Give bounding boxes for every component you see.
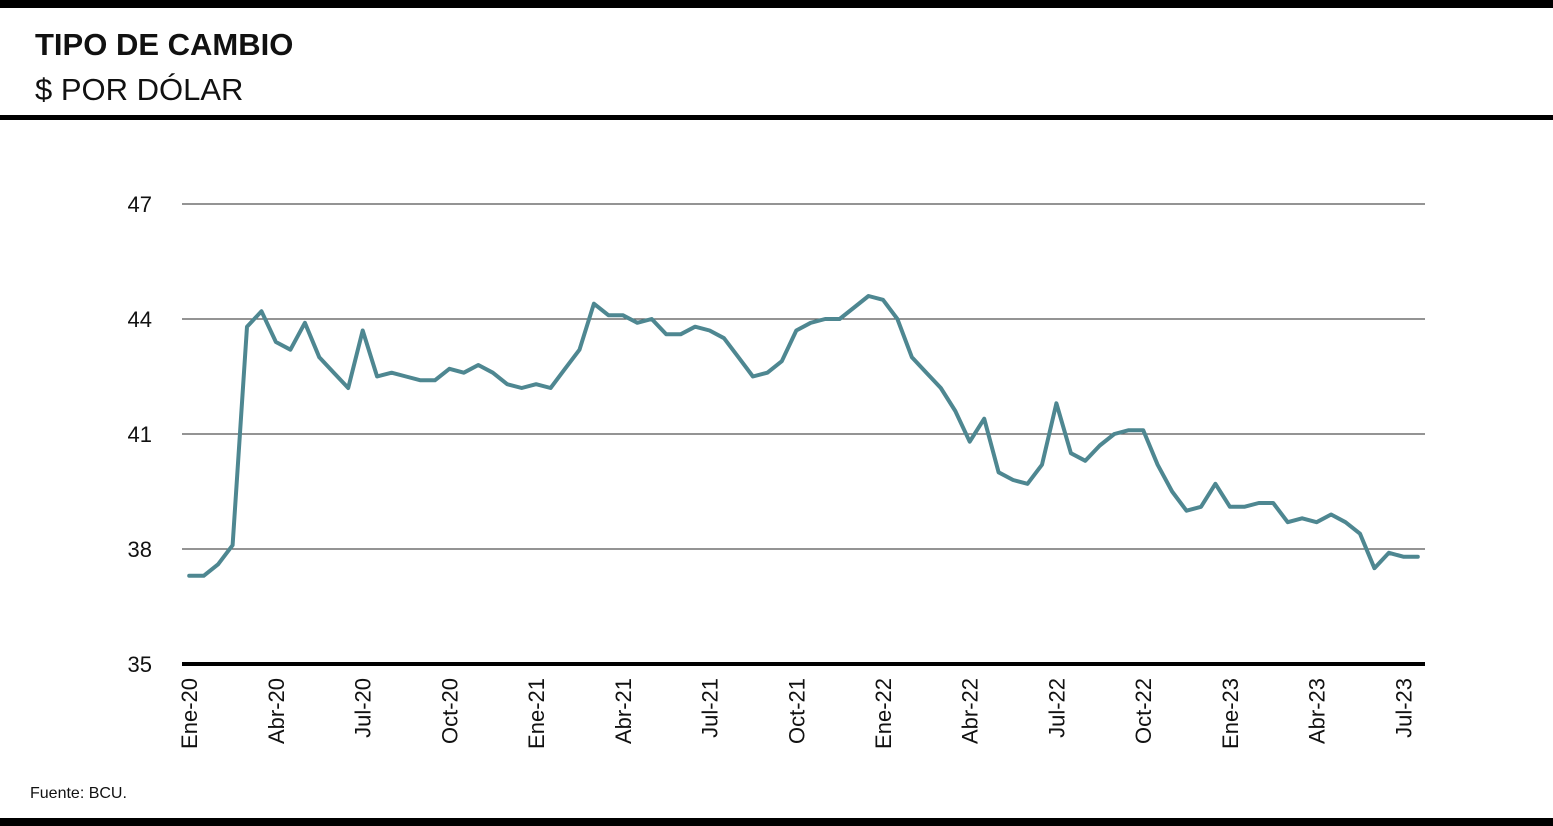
x-tick-label: Jul-23 [1391, 678, 1416, 738]
header-rule [0, 115, 1553, 120]
x-tick-label: Abr-20 [264, 678, 289, 744]
x-tick-label: Oct-21 [784, 678, 809, 744]
x-tick-label: Jul-22 [1044, 678, 1069, 738]
y-tick-label: 47 [128, 192, 152, 217]
x-tick-label: Oct-20 [437, 678, 462, 744]
x-tick-label: Abr-23 [1305, 678, 1330, 744]
x-tick-label: Abr-21 [611, 678, 636, 744]
x-tick-label: Ene-20 [177, 678, 202, 749]
x-tick-label: Jul-21 [698, 678, 723, 738]
y-tick-label: 44 [128, 307, 152, 332]
chart-title: TIPO DE CAMBIO [35, 27, 293, 62]
x-tick-label: Jul-20 [351, 678, 376, 738]
x-tick-label: Oct-22 [1131, 678, 1156, 744]
y-tick-label: 38 [128, 537, 152, 562]
x-tick-label: Ene-22 [871, 678, 896, 749]
x-tick-label: Abr-22 [958, 678, 983, 744]
top-bar [0, 0, 1553, 8]
x-tick-label: Ene-23 [1218, 678, 1243, 749]
y-tick-label: 41 [128, 422, 152, 447]
bottom-bar [0, 818, 1553, 826]
y-tick-label: 35 [128, 652, 152, 677]
source-note: Fuente: BCU. [30, 785, 127, 802]
chart-subtitle: $ POR DÓLAR [35, 72, 243, 107]
data-line [187, 294, 1420, 578]
x-tick-label: Ene-21 [524, 678, 549, 749]
